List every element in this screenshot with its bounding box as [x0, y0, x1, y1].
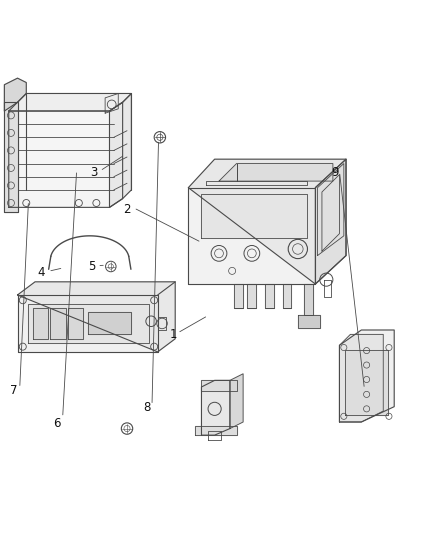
- Polygon shape: [265, 284, 274, 308]
- Text: 5: 5: [88, 260, 95, 273]
- Text: 1: 1: [169, 328, 177, 341]
- Polygon shape: [68, 308, 83, 339]
- Polygon shape: [339, 330, 394, 422]
- Polygon shape: [18, 282, 175, 352]
- Polygon shape: [283, 284, 291, 308]
- Text: 4: 4: [38, 265, 46, 279]
- Polygon shape: [234, 284, 243, 308]
- Polygon shape: [9, 93, 131, 111]
- Polygon shape: [247, 284, 256, 308]
- Polygon shape: [322, 174, 339, 251]
- Polygon shape: [304, 284, 313, 314]
- Polygon shape: [201, 194, 307, 238]
- Polygon shape: [230, 374, 243, 429]
- Text: 9: 9: [331, 166, 339, 179]
- Polygon shape: [9, 102, 123, 207]
- Polygon shape: [18, 295, 158, 352]
- Polygon shape: [195, 426, 237, 435]
- Polygon shape: [315, 159, 346, 284]
- Polygon shape: [4, 102, 18, 212]
- Polygon shape: [201, 381, 230, 435]
- Polygon shape: [219, 164, 333, 181]
- Text: 8: 8: [143, 401, 150, 415]
- Text: 3: 3: [91, 166, 98, 179]
- Text: 6: 6: [53, 417, 61, 430]
- Polygon shape: [33, 308, 48, 339]
- Text: 2: 2: [123, 203, 131, 216]
- Polygon shape: [4, 78, 26, 111]
- Polygon shape: [201, 381, 237, 391]
- Polygon shape: [339, 334, 383, 422]
- Polygon shape: [50, 308, 66, 339]
- Text: 7: 7: [10, 384, 18, 397]
- Polygon shape: [188, 159, 346, 284]
- Polygon shape: [110, 93, 131, 207]
- Polygon shape: [345, 350, 388, 415]
- Polygon shape: [88, 312, 131, 334]
- Polygon shape: [188, 188, 315, 284]
- Polygon shape: [298, 314, 320, 328]
- Polygon shape: [28, 304, 149, 343]
